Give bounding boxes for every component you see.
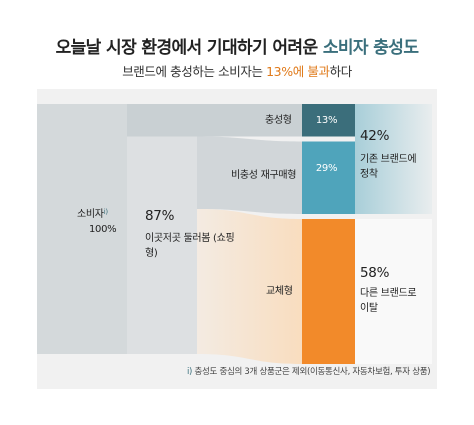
repurchase-bar (302, 141, 355, 214)
outcome-switch-value: 58% (360, 265, 390, 281)
outcome-switch-band (355, 219, 432, 364)
title-accent: 소비자 충성도 (322, 38, 419, 58)
consumer-band (37, 104, 127, 354)
loyal-label: 충성형 (265, 115, 292, 126)
consumer-label: 소비자i) (77, 208, 108, 220)
subtitle-highlight: 13%에 불과 (266, 64, 330, 79)
footnote-mark: i) (187, 367, 193, 377)
footnote: i) 충성도 중심의 3개 상품군은 제외(이동통신사, 자동차보험, 투자 상… (187, 366, 431, 379)
loyal-bar (302, 104, 355, 137)
outcome-stay-value: 42% (360, 128, 390, 144)
switch-link-band (197, 209, 302, 364)
shopping-value: 87% (145, 208, 175, 224)
repurchase-label: 비충성 재구매형 (231, 170, 297, 181)
footnote-mark: i) (103, 208, 108, 216)
loyal-value: 13% (315, 115, 338, 126)
shopping-label: 이곳저곳 둘러봄 (쇼핑형) (145, 233, 235, 259)
repurchase-link-band (197, 136, 302, 214)
shopping-band (127, 136, 197, 354)
switch-label: 교체형 (266, 286, 293, 297)
title-text: 오늘날 시장 환경에서 기대하기 어려운 (55, 38, 323, 58)
loyal-link-band (127, 104, 302, 137)
footnote-text: 충성도 중심의 3개 상품군은 제외(이동통신사, 자동차보험, 투자 상품) (194, 367, 431, 377)
repurchase-value: 29% (315, 163, 338, 174)
outcome-switch-label: 다른 브랜드로 이탈 (360, 288, 417, 314)
sankey-chart: 소비자i) 100% 87% 이곳저곳 둘러봄 (쇼핑형) 충성형 13% 비충… (37, 89, 437, 389)
switch-bar (302, 219, 355, 364)
sankey-graphic (37, 104, 432, 364)
page-subtitle: 브랜드에 충성하는 소비자는 13%에 불과하다 (0, 61, 474, 80)
consumer-value: 100% (89, 224, 117, 235)
page-title: 오늘날 시장 환경에서 기대하기 어려운 소비자 충성도 (0, 33, 474, 58)
subtitle-text: 브랜드에 충성하는 소비자는 (122, 64, 267, 79)
outcome-stay-band (355, 104, 432, 214)
subtitle-suffix: 하다 (329, 64, 353, 79)
outcome-stay-label: 기존 브랜드에 정착 (360, 154, 417, 180)
